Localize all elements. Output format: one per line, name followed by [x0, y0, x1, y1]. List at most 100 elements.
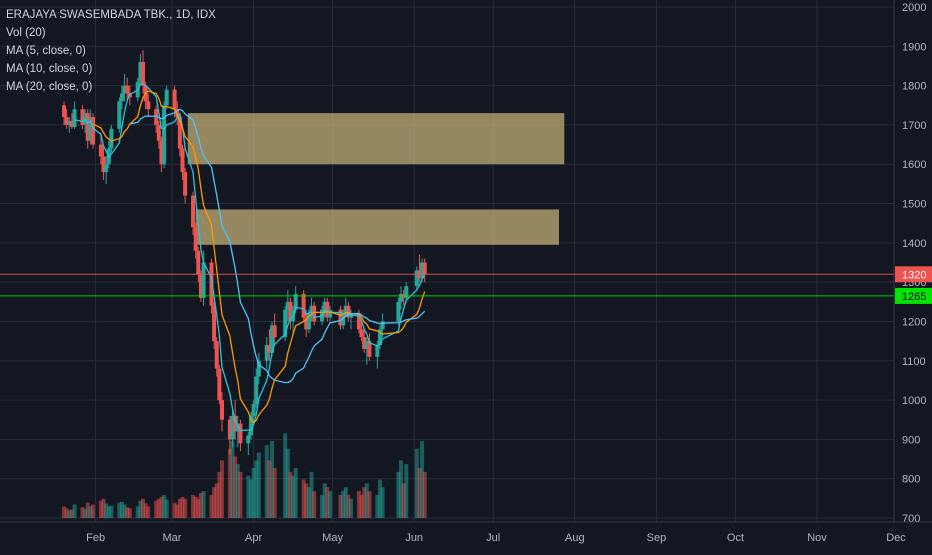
volume-bar: [270, 441, 275, 518]
candle-body: [293, 293, 298, 310]
candle-body: [198, 274, 203, 298]
candle-body: [230, 415, 235, 440]
volume-bar: [312, 491, 317, 518]
candle-body: [364, 341, 369, 349]
volume-bar: [98, 500, 103, 518]
volume-bar: [346, 494, 351, 518]
volume-bar: [404, 464, 409, 518]
candle-body: [362, 337, 367, 349]
legend-ma10[interactable]: MA (10, close, 0): [6, 63, 93, 75]
volume-bar: [125, 507, 130, 518]
candle-body: [183, 172, 188, 196]
volume-bar: [85, 502, 90, 518]
time-tick-label: Jun: [405, 532, 423, 544]
resistance-zone-2: [195, 209, 559, 245]
volume-bar: [356, 491, 361, 518]
volume-bar: [109, 505, 114, 518]
candle-body: [338, 309, 343, 326]
volume-bar: [191, 494, 196, 518]
volume-bar: [183, 498, 188, 518]
time-tick-label: Oct: [727, 532, 744, 544]
candle-body: [227, 419, 232, 440]
symbol-title[interactable]: ERAJAYA SWASEMBADA TBK., 1D, IDX: [6, 9, 216, 21]
volume-bar: [177, 498, 182, 518]
volume-bar: [106, 506, 111, 518]
candle-body: [117, 101, 122, 129]
resistance-zones: [187, 113, 565, 245]
candle-body: [177, 117, 182, 149]
time-tick-label: Nov: [807, 532, 827, 544]
time-tick-label: Apr: [245, 532, 262, 544]
ma-10-line: [92, 90, 426, 424]
candle-body: [422, 262, 427, 275]
candle-body: [375, 345, 380, 357]
candle-body: [325, 301, 330, 318]
volume-bar: [127, 508, 132, 518]
candle-body: [62, 105, 67, 118]
price-tick-label: 1600: [902, 159, 926, 171]
candle-body: [380, 321, 385, 330]
volume-bar: [327, 491, 332, 518]
volume-bar: [322, 483, 327, 518]
volume-bar: [156, 498, 161, 518]
candle-body: [146, 101, 151, 110]
candle-body: [283, 309, 288, 338]
legend-vol[interactable]: Vol (20): [6, 27, 46, 39]
volume-bar: [164, 499, 169, 518]
time-tick-label: Aug: [565, 532, 585, 544]
legend-ma5[interactable]: MA (5, close, 0): [6, 45, 86, 57]
volume-bar: [143, 503, 148, 518]
time-axis-bg: [0, 522, 932, 550]
candle-body: [214, 341, 219, 369]
candle-body: [322, 301, 327, 310]
candle-body: [109, 128, 114, 149]
volume-bars: [62, 433, 427, 518]
candle-body: [125, 85, 130, 94]
grid-lines: [0, 0, 897, 522]
price-badge-1265: [895, 287, 932, 304]
volume-bar: [101, 498, 106, 518]
candle-body: [420, 262, 425, 279]
volume-bar: [309, 471, 314, 518]
candle-body: [312, 305, 317, 322]
time-tick-label: Sep: [647, 532, 667, 544]
candle-body: [67, 120, 72, 125]
moving-average-lines: [74, 83, 426, 432]
volume-bar: [162, 494, 167, 518]
legend-ma20[interactable]: MA (20, close, 0): [6, 81, 93, 93]
candle-body: [264, 345, 269, 361]
volume-bar: [67, 510, 72, 518]
volume-bar: [138, 500, 143, 518]
price-tick-label: 1400: [902, 238, 926, 250]
volume-bar: [248, 479, 253, 518]
candle-body: [304, 317, 309, 330]
price-badge-1320: [895, 266, 932, 283]
price-axis[interactable]: 2000190018001700160015001400130012001100…: [893, 0, 932, 550]
candle-body: [101, 156, 106, 173]
candle-body: [285, 301, 290, 310]
volume-bar: [227, 448, 232, 518]
candle-body: [377, 329, 382, 346]
time-tick-label: May: [322, 532, 343, 544]
volume-bar: [209, 494, 214, 518]
candle-body: [191, 195, 196, 228]
candle-body: [141, 62, 146, 86]
volume-bar: [193, 496, 198, 518]
candle-body: [248, 415, 253, 436]
candle-body: [359, 329, 364, 338]
time-axis[interactable]: Feb Mar Apr May Jun Jul Aug Sep Oct Nov Dec: [0, 521, 932, 550]
volume-bar: [117, 502, 122, 518]
volume-bar: [396, 471, 401, 518]
candle-body: [64, 117, 69, 125]
candle-body: [212, 305, 217, 342]
volume-bar: [83, 508, 88, 518]
candle-body: [217, 368, 222, 401]
candle-body: [235, 423, 240, 432]
candle-body: [104, 164, 109, 173]
volume-bar: [325, 487, 330, 518]
candle-body: [396, 301, 401, 322]
volume-bar: [420, 441, 425, 518]
price-tick-label: 1900: [902, 41, 926, 53]
